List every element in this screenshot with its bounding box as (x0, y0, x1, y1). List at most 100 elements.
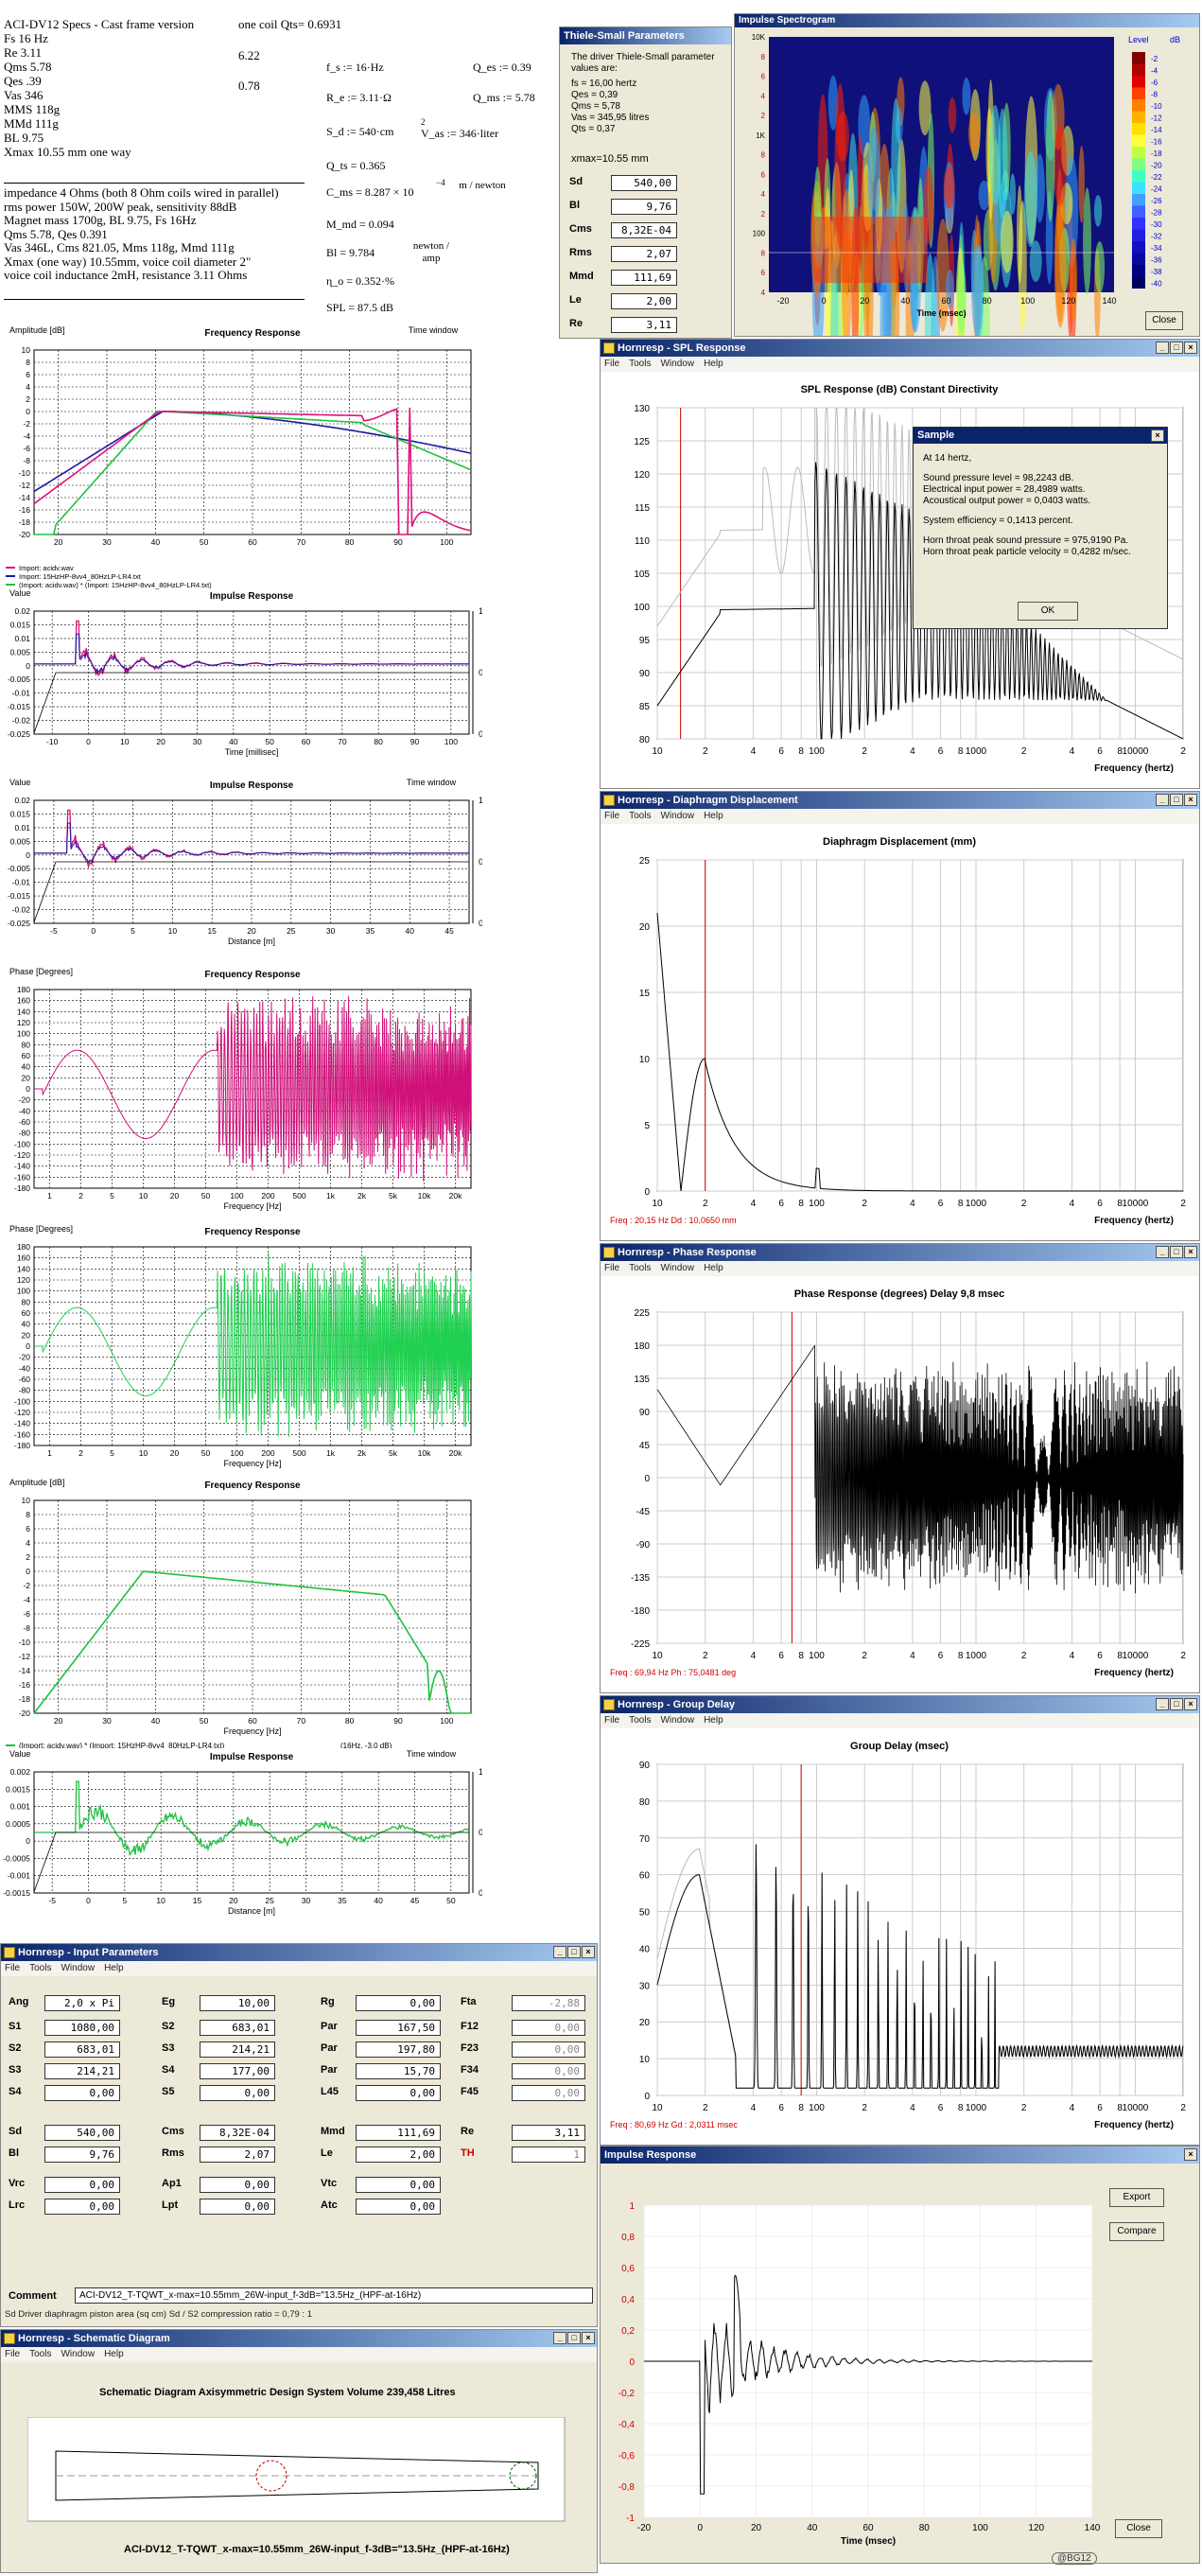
param-field-s3[interactable]: 214,21 (44, 2063, 120, 2079)
minimize-button[interactable]: _ (553, 1946, 566, 1958)
param-field-vtc[interactable]: 0,00 (356, 2177, 441, 2193)
param-field-s4[interactable]: 177,00 (200, 2063, 275, 2079)
menu-window[interactable]: Window (61, 2349, 96, 2359)
menu-tools[interactable]: Tools (629, 1715, 652, 1726)
param-field-par[interactable]: 15,70 (356, 2063, 441, 2079)
minimize-button[interactable]: _ (1156, 1246, 1169, 1258)
minimize-button[interactable]: _ (1156, 1698, 1169, 1710)
param-field-re[interactable]: 3,11 (512, 2125, 585, 2141)
param-field-ang[interactable]: 2,0 x Pi (44, 1995, 120, 2011)
param-field-rg[interactable]: 0,00 (356, 1995, 441, 2011)
param-field-le[interactable]: 2,00 (356, 2147, 441, 2163)
param-field-s2[interactable]: 683,01 (44, 2042, 120, 2058)
minimize-button[interactable]: _ (553, 2332, 566, 2344)
param-field-rms[interactable]: 2,07 (200, 2147, 275, 2163)
compare-button[interactable]: Compare (1109, 2222, 1164, 2241)
param-label-f23: F23 (461, 2042, 479, 2054)
eq-sd: S_d := 540·cm (326, 125, 394, 138)
spectro-blob (867, 126, 880, 225)
param-field-f45[interactable]: 0,00 (512, 2085, 585, 2101)
menu-file[interactable]: File (604, 1263, 620, 1273)
menu-file[interactable]: File (604, 1715, 620, 1726)
minimize-button[interactable]: _ (1156, 342, 1169, 354)
menu-window[interactable]: Window (660, 1715, 695, 1726)
sample-close-button[interactable]: × (1151, 429, 1164, 442)
menu-tools[interactable]: Tools (629, 1263, 652, 1273)
param-field-th[interactable]: 1 (512, 2147, 585, 2163)
close-button[interactable]: × (1184, 342, 1197, 354)
maximize-button[interactable]: □ (567, 1946, 581, 1958)
spectro-close-button[interactable]: Close (1145, 311, 1183, 330)
menu-help[interactable]: Help (704, 1263, 723, 1273)
param-field-s1[interactable]: 1080,00 (44, 2020, 120, 2036)
menu-help[interactable]: Help (104, 2349, 124, 2359)
menu-tools[interactable]: Tools (629, 811, 652, 821)
ts-field-le[interactable]: 2,00 (611, 293, 677, 309)
x-tick-label: 50 (201, 1191, 211, 1200)
maximize-button[interactable]: □ (1170, 1698, 1183, 1710)
close-button[interactable]: × (1184, 1246, 1197, 1258)
param-field-mmd[interactable]: 111,69 (356, 2125, 441, 2141)
param-field-s3[interactable]: 214,21 (200, 2042, 275, 2058)
menu-file[interactable]: File (604, 359, 620, 369)
param-field-ap1[interactable]: 0,00 (200, 2177, 275, 2193)
menu-help[interactable]: Help (104, 1963, 124, 1973)
param-field-bl[interactable]: 9,76 (44, 2147, 120, 2163)
param-field-par[interactable]: 167,50 (356, 2020, 441, 2036)
maximize-button[interactable]: □ (567, 2332, 581, 2344)
menu-window[interactable]: Window (660, 359, 695, 369)
ir4-close-button[interactable]: Close (1115, 2519, 1162, 2538)
menu-file[interactable]: File (5, 1963, 21, 1973)
y-tick-label: 20 (22, 1073, 31, 1082)
close-button[interactable]: × (1184, 2148, 1197, 2161)
menu-file[interactable]: File (5, 2349, 21, 2359)
ts-field-rms[interactable]: 2,07 (611, 246, 677, 262)
ts-field-mmd[interactable]: 111,69 (611, 270, 677, 286)
maximize-button[interactable]: □ (1170, 342, 1183, 354)
y-tick-label: 0.015 (10, 809, 31, 818)
close-button[interactable]: × (1184, 794, 1197, 806)
y-tick-label: 100 (17, 1029, 30, 1039)
param-field-f12[interactable]: 0,00 (512, 2020, 585, 2036)
menu-window[interactable]: Window (660, 1263, 695, 1273)
menu-window[interactable]: Window (660, 811, 695, 821)
param-field-par[interactable]: 197,80 (356, 2042, 441, 2058)
menu-tools[interactable]: Tools (29, 2349, 52, 2359)
menu-help[interactable]: Help (704, 1715, 723, 1726)
param-field-lrc[interactable]: 0,00 (44, 2199, 120, 2215)
close-button[interactable]: × (582, 2332, 595, 2344)
param-field-l45[interactable]: 0,00 (356, 2085, 441, 2101)
param-field-vrc[interactable]: 0,00 (44, 2177, 120, 2193)
param-field-lpt[interactable]: 0,00 (200, 2199, 275, 2215)
param-field-f34[interactable]: 0,00 (512, 2063, 585, 2079)
ts-field-re[interactable]: 3,11 (611, 317, 677, 333)
param-field-cms[interactable]: 8,32E-04 (200, 2125, 275, 2141)
menu-tools[interactable]: Tools (629, 359, 652, 369)
param-field-f23[interactable]: 0,00 (512, 2042, 585, 2058)
minimize-button[interactable]: _ (1156, 794, 1169, 806)
maximize-button[interactable]: □ (1170, 1246, 1183, 1258)
menu-help[interactable]: Help (704, 811, 723, 821)
param-field-eg[interactable]: 10,00 (200, 1995, 275, 2011)
ts-field-bl[interactable]: 9,76 (611, 199, 677, 215)
menu-window[interactable]: Window (61, 1963, 96, 1973)
sample-ok-button[interactable]: OK (1018, 602, 1078, 621)
menu-tools[interactable]: Tools (29, 1963, 52, 1973)
param-field-s5[interactable]: 0,00 (200, 2085, 275, 2101)
close-button[interactable]: × (1184, 1698, 1197, 1710)
comment-field[interactable]: ACI-DV12_T-TQWT_x-max=10.55mm_26W-input_… (75, 2287, 593, 2304)
menu-file[interactable]: File (604, 811, 620, 821)
param-field-s2[interactable]: 683,01 (200, 2020, 275, 2036)
maximize-button[interactable]: □ (1170, 794, 1183, 806)
param-field-fta[interactable]: -2,88 (512, 1995, 585, 2011)
param-field-sd[interactable]: 540,00 (44, 2125, 120, 2141)
x-tick-label: 40 (807, 2523, 818, 2533)
ts-field-cms[interactable]: 8,32E-04 (611, 222, 677, 238)
ts-field-sd[interactable]: 540,00 (611, 175, 677, 191)
export-button[interactable]: Export (1109, 2188, 1164, 2207)
close-button[interactable]: × (582, 1946, 595, 1958)
param-field-s4[interactable]: 0,00 (44, 2085, 120, 2101)
menu-help[interactable]: Help (704, 359, 723, 369)
param-field-atc[interactable]: 0,00 (356, 2199, 441, 2215)
y-tick-label: -140 (14, 1162, 30, 1171)
